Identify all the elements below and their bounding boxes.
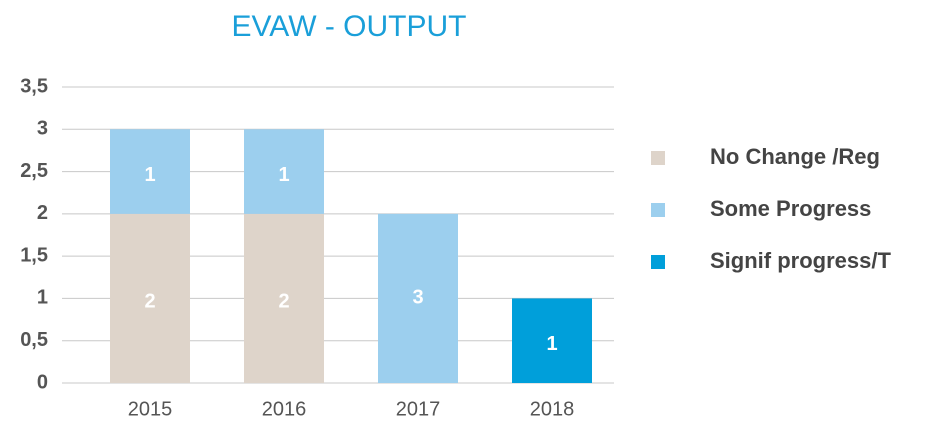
legend-label: Signif progress/T <box>710 248 891 273</box>
bar-segment <box>110 213 190 383</box>
legend-label: Some Progress <box>710 196 871 221</box>
y-tick-label: 3,5 <box>20 75 48 97</box>
y-tick-label: 1,5 <box>20 244 48 266</box>
legend-swatch <box>651 151 665 165</box>
data-label: 2 <box>144 291 155 313</box>
y-tick-label: 3 <box>37 118 48 140</box>
data-label: 1 <box>144 164 155 186</box>
data-label: 1 <box>546 333 557 355</box>
data-label: 1 <box>278 164 289 186</box>
bar-segment <box>244 213 324 383</box>
legend-swatch <box>651 203 665 217</box>
y-tick-label: 2,5 <box>20 160 48 182</box>
bar-segment <box>244 129 324 214</box>
bar-segment <box>110 129 190 214</box>
legend-label: No Change /Reg <box>710 144 880 169</box>
bar-segment <box>378 213 458 383</box>
y-tick-label: 2 <box>37 202 48 224</box>
x-tick-label: 2016 <box>262 398 307 420</box>
legend-swatch <box>651 255 665 269</box>
data-label: 2 <box>278 291 289 313</box>
y-tick-label: 0,5 <box>20 329 48 351</box>
bar-segment <box>512 298 592 383</box>
x-tick-label: 2017 <box>396 398 441 420</box>
chart-title: EVAW - OUTPUT <box>232 10 467 43</box>
y-tick-label: 0 <box>37 371 48 393</box>
y-tick-label: 1 <box>37 287 48 309</box>
x-tick-label: 2015 <box>128 398 173 420</box>
annotation: 3 <box>412 287 423 309</box>
x-tick-label: 2018 <box>530 398 575 420</box>
